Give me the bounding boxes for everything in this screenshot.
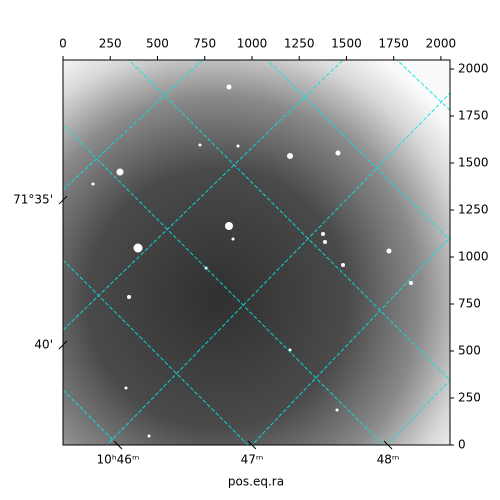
x-axis-label: pos.eq.ra: [228, 475, 284, 489]
y-tick-label: 1250: [458, 203, 489, 217]
x-tick-label: 500: [146, 37, 169, 51]
ra-tick-label: 10ʰ46ᵐ: [97, 453, 140, 467]
y-tick-label: 1750: [458, 109, 489, 123]
x-tick-label: 2000: [426, 37, 457, 51]
x-tick-label: 1250: [284, 37, 315, 51]
dec-tick: [58, 340, 68, 350]
sky-image: [63, 60, 450, 445]
ra-tick: [247, 440, 257, 450]
y-tick-label: 250: [458, 391, 481, 405]
x-tick-label: 750: [193, 37, 216, 51]
y-tick-label: 1500: [458, 156, 489, 170]
x-tick-label: 1000: [237, 37, 268, 51]
ra-tick-label: 47ᵐ: [241, 453, 264, 467]
stars: [91, 84, 413, 438]
dec-tick: [58, 195, 68, 205]
ra-tick: [383, 440, 393, 450]
dec-tick-label: 40': [34, 337, 53, 351]
ra-tick: [113, 440, 123, 450]
x-tick-label: 1750: [378, 37, 409, 51]
x-tick-label: 0: [59, 37, 67, 51]
ra-tick-label: 48ᵐ: [377, 453, 400, 467]
x-tick-label: 250: [99, 37, 122, 51]
y-tick-label: 2000: [458, 62, 489, 76]
x-tick-label: 1500: [331, 37, 362, 51]
y-tick-label: 500: [458, 344, 481, 358]
coordinate-grid: [63, 60, 450, 445]
frame: [62, 59, 451, 446]
y-tick-label: 1000: [458, 250, 489, 264]
y-tick-label: 750: [458, 297, 481, 311]
y-tick-label: 0: [458, 438, 466, 452]
dec-tick-label: 71°35': [13, 193, 53, 207]
